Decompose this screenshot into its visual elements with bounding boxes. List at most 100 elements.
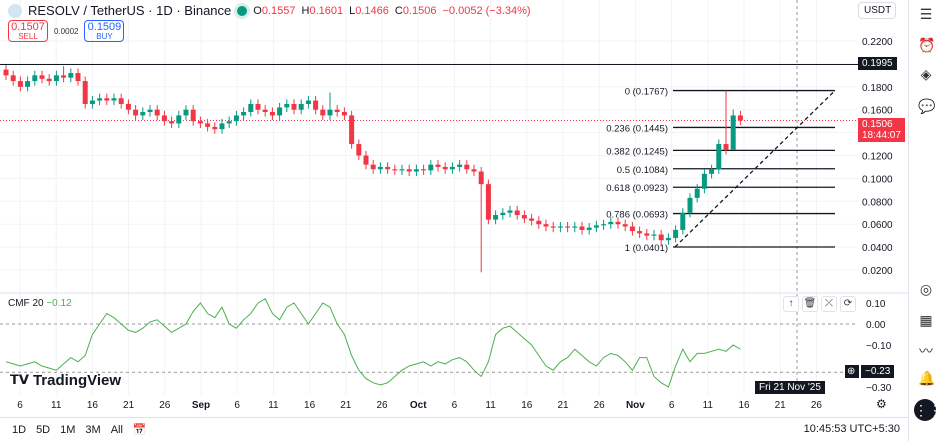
market-open-icon (237, 5, 248, 16)
candle-body (241, 111, 247, 116)
time-tick-label: 16 (304, 400, 316, 411)
candle-body (53, 75, 59, 82)
candle-body (356, 144, 362, 156)
fib-level-label: 0.618 (0.0923) (606, 183, 668, 194)
candle-body (586, 227, 592, 230)
candle-body (89, 100, 95, 104)
time-tick-label: 16 (87, 400, 99, 411)
candle-body (521, 215, 527, 219)
price-tick-label: 0.0400 (862, 243, 893, 254)
watchlist-icon[interactable]: ☰ (919, 6, 933, 22)
candle-body (694, 188, 700, 198)
hline-price-tag: 0.1995 (858, 57, 897, 70)
range-all[interactable]: All (110, 423, 123, 436)
candle-body (334, 109, 340, 112)
fib-level-label: 1 (0.0401) (625, 243, 668, 254)
candle-body (723, 144, 729, 150)
candle-body (262, 109, 268, 112)
time-tick-label: 21 (557, 400, 569, 411)
candle-body (104, 98, 110, 101)
current-price-tag: 0.1506 18:44:07 (858, 118, 905, 142)
price-tick-label: 0.0200 (862, 266, 893, 277)
collapse-icon[interactable]: ⤫ (821, 296, 837, 312)
candle-body (565, 226, 571, 228)
candle-body (500, 212, 506, 216)
range-3m[interactable]: 3M (85, 423, 101, 436)
add-indicator-icon[interactable]: ⊕ (845, 365, 859, 378)
candle-body (284, 103, 290, 108)
currency-selector[interactable]: USDT (858, 2, 896, 19)
bottom-bar: 1D 5D 1M 3M All 📅 10:45:53 UTC+5:30 (0, 417, 908, 441)
change-value: −0.0052 (−3.34%) (442, 4, 531, 17)
move-up-icon[interactable]: ↑ (783, 296, 799, 312)
candle-body (349, 115, 355, 145)
price-tick-label: 0.1600 (862, 106, 893, 117)
chat-icon[interactable]: 💬 (918, 98, 936, 114)
apps-grid-icon[interactable]: ⋮⋮ (914, 399, 940, 421)
candle-body (622, 224, 628, 227)
buy-button[interactable]: 0.1509 BUY (84, 20, 125, 42)
layers-icon[interactable]: ◈ (920, 66, 932, 82)
candle-body (478, 171, 484, 185)
cmf-line (5, 298, 741, 388)
time-tick-label: Nov (626, 400, 645, 411)
candle-body (550, 226, 556, 228)
open-value: 0.1557 (261, 4, 296, 17)
delete-icon[interactable]: 🗑 (802, 296, 818, 312)
price-tick-label: 0.1800 (862, 83, 893, 94)
candle-body (212, 126, 218, 130)
candle-body (392, 169, 398, 171)
candle-body (377, 166, 383, 170)
candle-body (169, 121, 175, 124)
candle-body (529, 218, 535, 221)
time-tick-label: 21 (775, 400, 787, 411)
bell-icon[interactable]: 🔔 (918, 370, 936, 386)
candle-body (161, 115, 167, 122)
range-5d[interactable]: 5D (36, 423, 51, 436)
maximize-icon[interactable]: ⟳ (840, 296, 856, 312)
right-toolbar: ☰ ⏰ ◈ 💬 ◎ ▦ 〰 🔔 ⋮⋮ (908, 0, 940, 441)
calendar-icon[interactable]: ▦ (919, 312, 933, 328)
time-tick-label: 21 (340, 400, 352, 411)
time-tick-label: 16 (521, 400, 533, 411)
sell-button[interactable]: 0.1507 SELL (8, 20, 48, 42)
target-icon[interactable]: ◎ (919, 281, 933, 297)
candle-body (125, 103, 131, 110)
date-range-icon[interactable]: 📅 (132, 424, 147, 436)
clock-time: 10:45:53 UTC+5:30 (803, 423, 900, 435)
candle-body (413, 169, 419, 172)
candle-body (154, 109, 160, 116)
settings-icon[interactable]: ⚙ (876, 397, 887, 411)
candle-body (97, 98, 103, 101)
candle-body (680, 212, 686, 230)
candle-body (709, 169, 715, 174)
candle-body (46, 78, 52, 82)
candle-body (190, 109, 196, 122)
range-1d[interactable]: 1D (12, 423, 27, 436)
time-tick-label: 26 (159, 400, 171, 411)
candle-body (277, 107, 283, 116)
candle-body (514, 210, 520, 216)
candle-body (176, 115, 182, 124)
candle-body (428, 164, 434, 171)
price-chart[interactable]: 0.2200 0.1800 0.1600 0.1200 0.1000 0.0800 0.06… (0, 0, 908, 417)
cmf-legend[interactable]: CMF 20 −0.12 (8, 298, 72, 309)
symbol-title[interactable]: RESOLV / TetherUS · 1D · Binance (28, 3, 232, 18)
candle-body (701, 173, 707, 189)
symbol-header: RESOLV / TetherUS · 1D · Binance O0.1557… (8, 3, 531, 18)
candle-body (269, 111, 275, 116)
broadcast-icon[interactable]: 〰 (919, 343, 933, 359)
fib-level-label: 0.236 (0.1445) (606, 123, 668, 134)
time-tick-label: 26 (376, 400, 388, 411)
candle-body (291, 103, 297, 110)
low-value: 0.1466 (355, 4, 389, 17)
candle-body (637, 231, 643, 234)
candle-body (197, 121, 203, 124)
tradingview-logo[interactable]: 𝗧𝗩 TradingView (10, 372, 122, 389)
range-1m[interactable]: 1M (60, 423, 76, 436)
candle-body (226, 121, 232, 124)
candle-body (255, 103, 261, 110)
ohlc-values: O0.1557 H0.1601 L0.1466 C0.1506 −0.0052 … (253, 4, 531, 17)
price-tick-label: 0.1000 (862, 174, 893, 185)
alarm-clock-icon[interactable]: ⏰ (918, 37, 936, 53)
